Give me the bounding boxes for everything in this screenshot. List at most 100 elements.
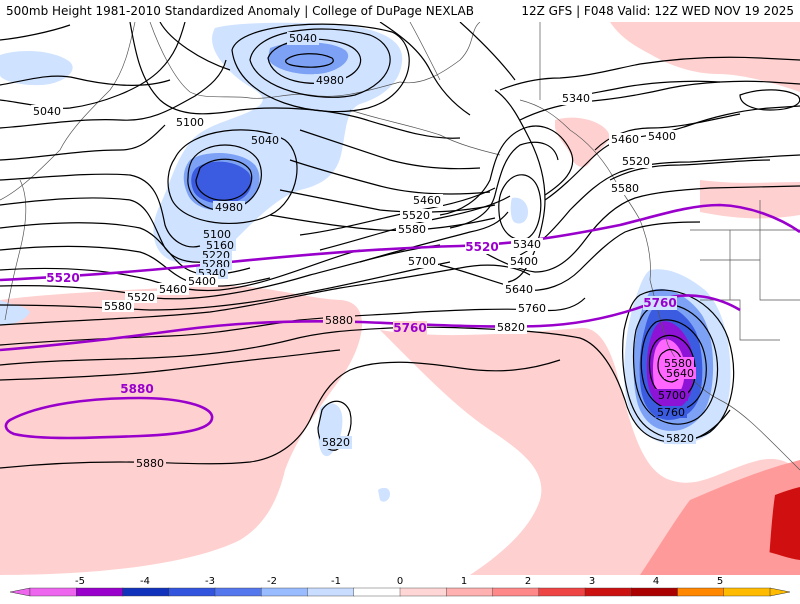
contour-label-5400-b: 5400	[646, 130, 678, 143]
contour-label-4980-west: 4980	[213, 201, 245, 214]
svg-text:5100: 5100	[203, 228, 231, 241]
legend-swatch	[631, 587, 679, 597]
svg-text:5700: 5700	[658, 389, 686, 402]
svg-text:5400: 5400	[510, 255, 538, 268]
contour-5880-b	[0, 359, 561, 469]
contour-label-5760-cutoff: 5760	[655, 406, 687, 419]
purple-label-5520-east: 5520	[465, 240, 499, 254]
contour-5100-ring-west	[167, 129, 298, 225]
contour-label-5400-c: 5400	[508, 255, 540, 268]
contour-5160-a	[0, 124, 166, 161]
svg-text:5400: 5400	[188, 275, 216, 288]
legend-tick-2: 2	[525, 576, 531, 587]
contour-label-5340-c: 5340	[511, 238, 543, 251]
contour-label-5460-c: 5460	[411, 194, 443, 207]
contour-5580-east	[609, 159, 771, 181]
contour-label-5880-b: 5880	[134, 457, 166, 470]
legend-swatch	[723, 587, 771, 597]
legend-swatch	[353, 587, 401, 597]
contour-north-b	[379, 22, 471, 116]
svg-text:5520: 5520	[465, 240, 498, 254]
product-title: 500mb Height 1981-2010 Standardized Anom…	[6, 4, 474, 18]
contour-5520-outer	[519, 154, 800, 256]
svg-text:4980: 4980	[215, 201, 243, 214]
svg-text:5580: 5580	[611, 182, 639, 195]
svg-text:5760: 5760	[518, 302, 546, 315]
svg-text:5880: 5880	[325, 314, 353, 327]
svg-text:5040: 5040	[33, 105, 61, 118]
contour-5760-cutoff	[632, 303, 719, 425]
map-area: 5040 4980 5040 5100 5040 4980 5100 5160 …	[0, 22, 800, 575]
contour-north-d	[459, 22, 516, 81]
svg-text:5460: 5460	[159, 283, 187, 296]
svg-text:5760: 5760	[393, 321, 426, 335]
purple-labels: 5520 5520 5760 5760 5880	[46, 240, 677, 396]
svg-text:5580: 5580	[664, 357, 692, 370]
map-header: 500mb Height 1981-2010 Standardized Anom…	[0, 0, 800, 22]
legend-swatch	[399, 587, 447, 597]
legend-swatch	[538, 587, 586, 597]
contour-label-5640-a: 5640	[503, 283, 535, 296]
legend-tick-4: 4	[653, 576, 659, 587]
svg-text:5460: 5460	[611, 133, 639, 146]
svg-text:5700: 5700	[408, 255, 436, 268]
svg-text:5100: 5100	[176, 116, 204, 129]
contour-5880-a	[0, 349, 341, 381]
contour-label-5160: 5160	[204, 239, 236, 252]
contour-5640-outer	[439, 221, 701, 291]
svg-text:5520: 5520	[622, 155, 650, 168]
contour-label-5700-cutoff: 5700	[656, 389, 688, 402]
legend-swatch	[168, 587, 216, 597]
svg-text:5820: 5820	[322, 436, 350, 449]
contour-label-5460-a: 5460	[157, 283, 189, 296]
contour-label-5520-b: 5520	[620, 155, 652, 168]
contour-label-5700-a: 5700	[406, 255, 438, 268]
contour-labels: 5040 4980 5040 5100 5040 4980 5100 5160 …	[31, 32, 696, 470]
legend-swatch	[584, 587, 632, 597]
contour-north-a	[159, 22, 231, 71]
legend-swatch	[307, 587, 355, 597]
contour-5580-cutoff	[657, 349, 684, 383]
svg-text:5820: 5820	[497, 321, 525, 334]
legend-swatch	[122, 587, 170, 597]
contour-low-northeast	[739, 89, 800, 111]
svg-text:4980: 4980	[316, 74, 344, 87]
contour-label-5040-north: 5040	[287, 32, 319, 45]
legend-tick-neg1: -1	[331, 576, 341, 587]
contour-5220-a	[0, 173, 201, 248]
legend-tick-neg4: -4	[140, 576, 150, 587]
contour-label-5820-a: 5820	[495, 321, 527, 334]
anomaly-map-svg: 5040 4980 5040 5100 5040 4980 5100 5160 …	[0, 22, 800, 575]
contour-label-5580-a: 5580	[102, 300, 134, 313]
contour-5100-a	[0, 59, 227, 129]
legend-swatch	[261, 587, 309, 597]
legend-tick-0: 0	[397, 576, 403, 587]
contour-5700-a	[0, 264, 531, 326]
legend-tick-neg5: -5	[75, 576, 85, 587]
model-valid-time: 12Z GFS | F048 Valid: 12Z WED NOV 19 202…	[521, 4, 794, 18]
purple-label-5880: 5880	[120, 382, 154, 396]
legend-color-bar	[9, 587, 791, 597]
contour-5820-a	[0, 326, 731, 443]
legend-arrow-left	[9, 587, 31, 597]
contour-label-5820-b: 5820	[320, 436, 352, 449]
purple-5880-line	[4, 396, 214, 440]
svg-text:5760: 5760	[657, 406, 685, 419]
coastlines	[0, 22, 800, 471]
contour-label-5100-a: 5100	[174, 116, 206, 129]
contour-label-5640-cutoff: 5640	[664, 367, 696, 380]
contour-label-5580-b: 5580	[609, 182, 641, 195]
purple-label-5760-mid: 5760	[393, 321, 427, 335]
legend-tick-3: 3	[589, 576, 595, 587]
contour-5340-outer	[499, 56, 800, 91]
contour-label-4980-north: 4980	[314, 74, 346, 87]
svg-text:5040: 5040	[289, 32, 317, 45]
contour-label-5880-a: 5880	[323, 314, 355, 327]
legend-swatch	[492, 587, 540, 597]
legend-tick-1: 1	[461, 576, 467, 587]
contour-5520-trough	[449, 141, 559, 229]
contour-5280-b	[289, 159, 491, 195]
legend-tick-neg3: -3	[205, 576, 215, 587]
svg-text:5640: 5640	[666, 367, 694, 380]
